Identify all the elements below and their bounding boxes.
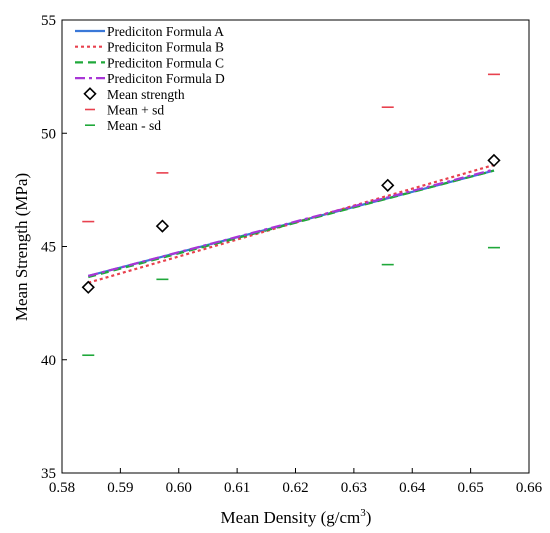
series-markers bbox=[81, 73, 501, 357]
x-tick-label: 0.60 bbox=[166, 480, 192, 496]
data-point-mean-strength bbox=[155, 219, 170, 233]
x-tick-label: 0.64 bbox=[399, 480, 426, 496]
series-lines bbox=[87, 163, 495, 284]
data-point-mean-strength bbox=[381, 178, 395, 192]
y-axis-title: Mean Strength (MPa) bbox=[12, 173, 31, 321]
x-axis-ticks: 0.58 0.59 0.60 0.61 0.62 0.63 0.64 0.65 0.66 bbox=[49, 468, 543, 496]
legend-label-mean-strength: Mean strength bbox=[107, 87, 185, 102]
data-point-mean-strength bbox=[487, 153, 501, 168]
x-tick-label: 0.59 bbox=[107, 480, 133, 496]
x-tick-label: 0.62 bbox=[282, 480, 308, 496]
legend-label-prediciton-formula-a: Prediciton Formula A bbox=[107, 24, 224, 39]
legend-label-prediciton-formula-b: Prediciton Formula B bbox=[107, 40, 224, 55]
series-line-prediciton-formula-d bbox=[87, 168, 495, 278]
legend-swatch-mean-strength bbox=[83, 87, 97, 101]
x-tick-label: 0.58 bbox=[49, 480, 75, 496]
legend-label-mean-sd: Mean - sd bbox=[107, 118, 161, 133]
y-tick-label: 55 bbox=[41, 13, 56, 29]
series-line-prediciton-formula-c bbox=[87, 169, 495, 279]
x-tick-label: 0.63 bbox=[341, 480, 367, 496]
data-point-mean-strength bbox=[81, 280, 95, 294]
x-tick-label: 0.61 bbox=[224, 480, 250, 496]
x-tick-label: 0.66 bbox=[516, 480, 543, 496]
y-tick-label: 50 bbox=[41, 126, 56, 142]
legend-label-prediciton-formula-c: Prediciton Formula C bbox=[107, 55, 224, 70]
y-axis-ticks: 35 40 45 50 55 bbox=[41, 13, 67, 482]
x-axis-title: Mean Density (g/cm3) bbox=[221, 507, 372, 527]
x-tick-label: 0.65 bbox=[458, 480, 484, 496]
y-tick-label: 45 bbox=[41, 240, 56, 256]
y-tick-label: 35 bbox=[41, 466, 56, 482]
legend-label-prediciton-formula-d: Prediciton Formula D bbox=[107, 71, 225, 86]
y-tick-label: 40 bbox=[41, 353, 56, 369]
legend-label-mean-sd: Mean + sd bbox=[107, 103, 164, 118]
